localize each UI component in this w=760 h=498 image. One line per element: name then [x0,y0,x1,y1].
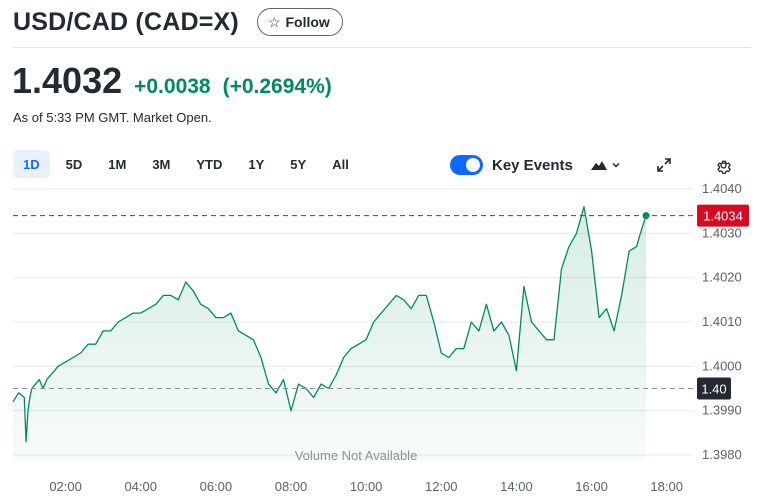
y-tick-label: 1.4020 [702,270,742,285]
range-5d[interactable]: 5D [65,156,83,172]
y-tick-label: 1.4000 [702,358,742,373]
title-row: USD/CAD (CAD=X) ☆ Follow [13,4,343,40]
key-events-toggle[interactable] [450,155,483,175]
current-price-badge [697,204,749,227]
x-tick-label: 12:00 [425,479,458,494]
y-tick-label: 1.3990 [702,403,742,418]
follow-button[interactable]: ☆ Follow [256,8,343,36]
x-tick-label: 18:00 [650,479,683,494]
toggle-knob [466,158,480,172]
range-5y[interactable]: 5Y [290,156,307,172]
x-tick-label: 06:00 [200,479,233,494]
price-line [12,206,647,443]
current-price: 1.4032 [12,60,123,101]
last-point-dot [642,212,650,220]
y-tick-label: 1.4010 [702,314,742,329]
chevron-down-icon [611,160,621,170]
expand-icon[interactable] [657,158,671,172]
x-tick-label: 16:00 [575,479,608,494]
follow-label: Follow [285,14,330,30]
chart-toolbar: Key Events [450,150,732,180]
y-tick-label: 1.4030 [702,225,742,240]
x-tick-label: 08:00 [275,479,308,494]
key-events-label: Key Events [492,156,573,174]
range-3m[interactable]: 3M [152,156,171,172]
star-icon: ☆ [267,14,281,30]
price-change: +0.0038 [134,75,211,98]
prev-close-label: 1.40 [701,382,726,397]
price-chart[interactable]: 1.4040 1.4030 1.4020 1.4010 1.4000 1.3990 1.39… [0,178,760,498]
current-price-label: 1.4034 [703,209,743,224]
price-change-percent: (+0.2694%) [222,75,332,98]
volume-watermark: Volume Not Available [295,448,418,463]
quote-row: 1.4032 +0.0038 (+0.2694%) [12,60,332,102]
range-all[interactable]: All [332,156,349,172]
x-tick-label: 14:00 [500,479,533,494]
range-ytd[interactable]: YTD [196,156,223,172]
y-tick-label: 1.4040 [702,181,742,196]
range-1d[interactable]: 1D [13,150,50,178]
x-tick-label: 02:00 [49,479,82,494]
page-title: USD/CAD (CAD=X) [13,7,239,36]
range-1y[interactable]: 1Y [248,156,265,172]
x-tick-label: 10:00 [350,479,383,494]
x-tick-label: 04:00 [124,479,157,494]
as-of-text: As of 5:33 PM GMT. Market Open. [13,110,212,125]
mountain-chart-icon [590,160,607,170]
range-1m[interactable]: 1M [108,156,127,172]
gear-icon[interactable] [715,157,732,174]
range-selector: 1D 5D 1M 3M YTD 1Y 5Y All [13,150,365,178]
prev-close-badge [697,377,731,400]
header-divider [13,47,751,48]
y-tick-label: 1.3980 [702,447,742,462]
chart-type-dropdown[interactable] [590,160,621,170]
price-area-fill [13,206,646,460]
